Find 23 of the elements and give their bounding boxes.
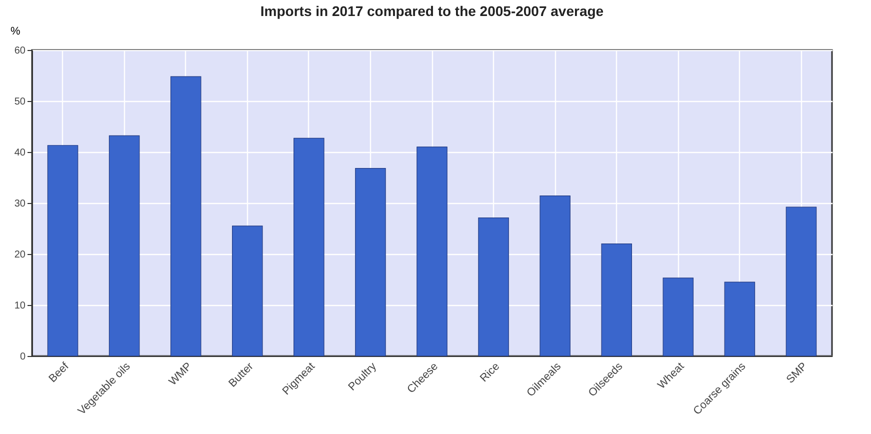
y-axis-title: % <box>10 26 20 38</box>
bar <box>724 282 756 356</box>
y-tick-label: 10 <box>14 300 26 312</box>
bar <box>540 196 570 356</box>
bar <box>478 217 509 356</box>
x-tick-label: Rice <box>478 360 502 385</box>
y-tick-label: 30 <box>14 198 26 210</box>
bar <box>108 135 140 356</box>
y-tick-label: 0 <box>20 352 26 362</box>
y-tick-label: 40 <box>14 148 26 158</box>
bar <box>47 145 78 356</box>
y-tick-label: 60 <box>14 46 26 56</box>
bar <box>601 244 632 356</box>
y-tick-label: 20 <box>14 250 26 260</box>
bar <box>786 206 817 356</box>
bar <box>294 138 324 356</box>
y-tick-label: 50 <box>14 96 26 108</box>
bar <box>355 168 386 356</box>
bar <box>662 278 694 356</box>
bar <box>170 76 202 356</box>
bar <box>416 146 448 356</box>
chart-title: Imports in 2017 compared to the 2005-2007 average <box>260 3 604 19</box>
bar <box>232 226 263 356</box>
